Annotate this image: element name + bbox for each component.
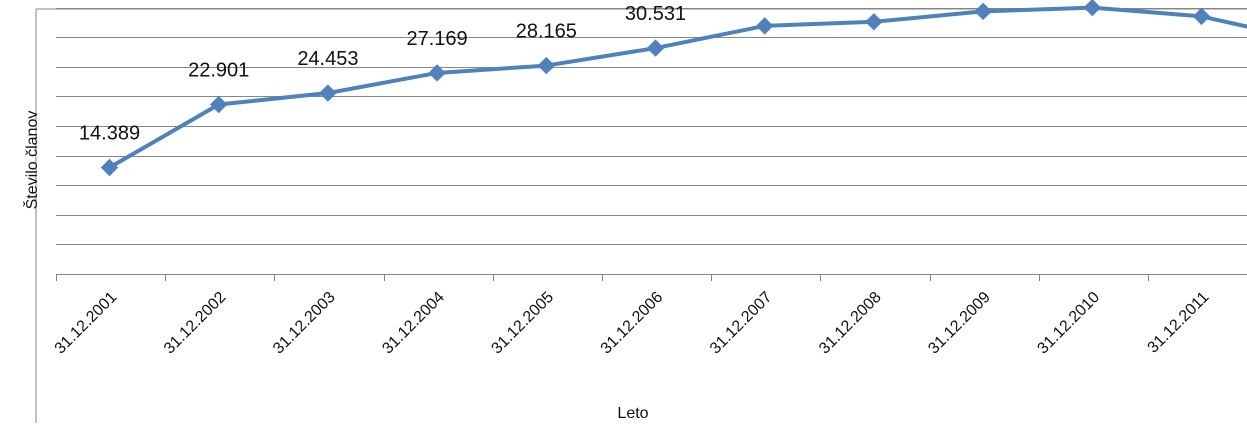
data-label: 27.169 xyxy=(407,28,468,50)
x-tick-labels: 31.12.2001 31.12.2002 31.12.2003 31.12.2004… xyxy=(52,289,1247,358)
data-point-marker xyxy=(975,3,991,19)
x-tick-label: 31.12.2007 xyxy=(707,289,776,358)
data-point-marker xyxy=(538,58,554,74)
data-label: 28.165 xyxy=(516,21,577,43)
data-label: 14.389 xyxy=(79,123,140,145)
series-layer xyxy=(110,8,1247,168)
data-label: 24.453 xyxy=(297,48,358,70)
x-tick-label: 31.12.2002 xyxy=(161,289,230,358)
data-label: 22.901 xyxy=(188,60,249,82)
data-point-marker xyxy=(648,40,664,56)
gridlines xyxy=(56,0,1247,245)
data-label: 33.528 xyxy=(734,0,795,3)
x-tick-label: 31.12.2008 xyxy=(816,289,885,358)
data-point-marker xyxy=(1194,8,1210,24)
data-label: 30.531 xyxy=(625,3,686,25)
x-tick-label: 31.12.2009 xyxy=(925,289,994,358)
data-point-marker xyxy=(211,97,227,113)
data-point-marker xyxy=(1084,0,1100,16)
marker-layer xyxy=(102,0,1210,176)
x-tick-label: 31.12.2004 xyxy=(379,289,448,358)
x-tick-label: 31.12.2005 xyxy=(488,289,557,358)
data-point-marker xyxy=(102,160,118,176)
x-tick-label: 31.12.2011 xyxy=(1145,289,1213,357)
data-point-marker xyxy=(866,14,882,30)
y-axis-title: Število članov xyxy=(22,111,41,210)
series-line xyxy=(110,8,1247,168)
data-labels: 14.389 22.901 24.453 27.169 28.165 30.531 33.5… xyxy=(79,0,1231,145)
x-axis xyxy=(56,274,1247,281)
x-tick-label: 31.12.2003 xyxy=(270,289,339,358)
x-tick-label: 31.12.2010 xyxy=(1034,289,1103,358)
data-point-marker xyxy=(757,18,773,34)
x-tick-label: 31.12.2001 xyxy=(52,289,121,358)
x-tick-label: 31.12.2006 xyxy=(598,289,667,358)
x-axis-title: Leto xyxy=(617,405,648,422)
data-point-marker xyxy=(320,85,336,101)
